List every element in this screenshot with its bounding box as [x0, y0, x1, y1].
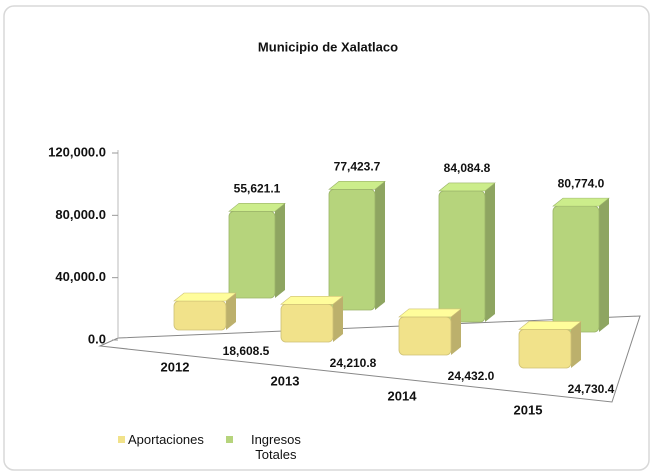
legend-item: Ingresos Totales	[225, 432, 316, 462]
bar-side	[599, 198, 609, 332]
bar-side	[485, 182, 495, 322]
bar-top	[438, 182, 496, 192]
bar	[228, 210, 276, 299]
data-label: 24,210.8	[330, 356, 377, 370]
data-label: 84,084.8	[444, 161, 491, 175]
bar-side	[571, 321, 581, 368]
data-label: 80,774.0	[558, 176, 605, 190]
bar-top	[398, 308, 462, 318]
data-label: 55,621.1	[234, 181, 281, 195]
bar	[438, 190, 486, 323]
x-tick-label: 2014	[388, 388, 418, 403]
data-label: 24,730.4	[568, 382, 615, 396]
legend-item: Aportaciones	[118, 432, 204, 462]
y-tick-label: 120,000.0	[48, 144, 106, 159]
floor	[98, 315, 641, 403]
legend-label: Aportaciones	[128, 432, 204, 447]
y-tick-label: 0.0	[88, 331, 106, 346]
bar-side	[333, 296, 343, 342]
legend-swatch	[118, 436, 125, 443]
bar	[280, 303, 334, 343]
data-label: 18,608.5	[223, 344, 270, 358]
x-tick-label: 2013	[271, 373, 300, 388]
bar	[173, 300, 227, 331]
bar	[552, 205, 600, 333]
legend: Aportaciones Ingresos Totales	[118, 432, 316, 462]
bar-side	[375, 181, 385, 310]
bar-top	[328, 181, 386, 190]
data-label: 77,423.7	[334, 160, 381, 174]
bar-top	[173, 292, 237, 302]
data-label: 24,432.0	[448, 369, 495, 383]
chart-title: Municipio de Xalatlaco	[258, 39, 398, 54]
x-tick-label: 2012	[161, 359, 190, 374]
bar	[518, 329, 572, 369]
bar	[328, 188, 376, 311]
bar-top	[280, 295, 344, 305]
y-tick-label: 40,000.0	[55, 269, 106, 284]
bar-side	[451, 308, 461, 355]
legend-label: Ingresos Totales	[250, 432, 301, 462]
bar-top	[518, 321, 582, 330]
bar-top	[228, 203, 286, 212]
chart-frame	[3, 5, 650, 471]
legend-swatch	[225, 436, 233, 443]
bar	[398, 316, 452, 356]
bar-side	[226, 293, 236, 330]
y-tick-label: 80,000.0	[55, 207, 106, 222]
bar-side	[275, 203, 285, 298]
bar-top	[552, 197, 610, 207]
x-tick-label: 2015	[514, 402, 543, 417]
